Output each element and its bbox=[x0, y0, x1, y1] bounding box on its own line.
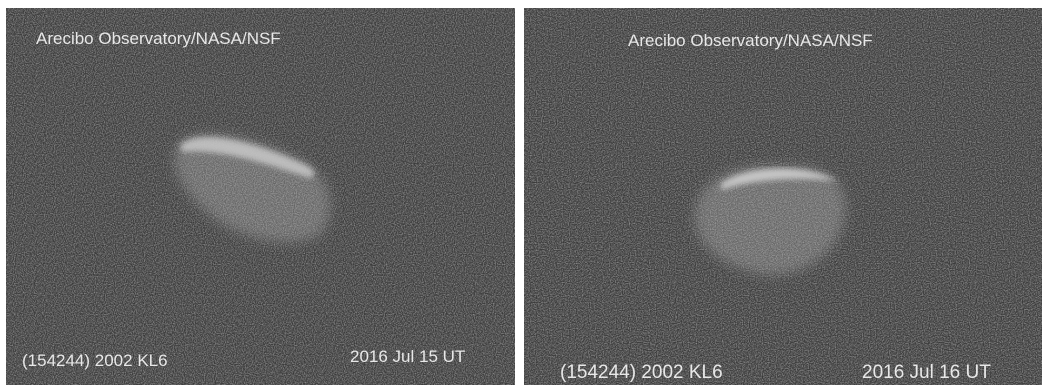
object-label: (154244) 2002 KL6 bbox=[22, 351, 168, 370]
panel-right: Arecibo Observatory/NASA/NSF (154244) 20… bbox=[524, 8, 1042, 385]
credit: Arecibo Observatory/NASA/NSF bbox=[628, 31, 873, 50]
date-label: 2016 Jul 15 UT bbox=[350, 347, 465, 366]
noise bbox=[524, 8, 1042, 385]
object-label: (154244) 2002 KL6 bbox=[560, 362, 723, 383]
radar-image-pair: Arecibo Observatory/NASA/NSF (154244) 20… bbox=[0, 0, 1042, 385]
noise bbox=[6, 8, 515, 385]
credit: Arecibo Observatory/NASA/NSF bbox=[36, 29, 281, 48]
panel-left: Arecibo Observatory/NASA/NSF (154244) 20… bbox=[6, 8, 515, 385]
date-label: 2016 Jul 16 UT bbox=[862, 362, 991, 383]
